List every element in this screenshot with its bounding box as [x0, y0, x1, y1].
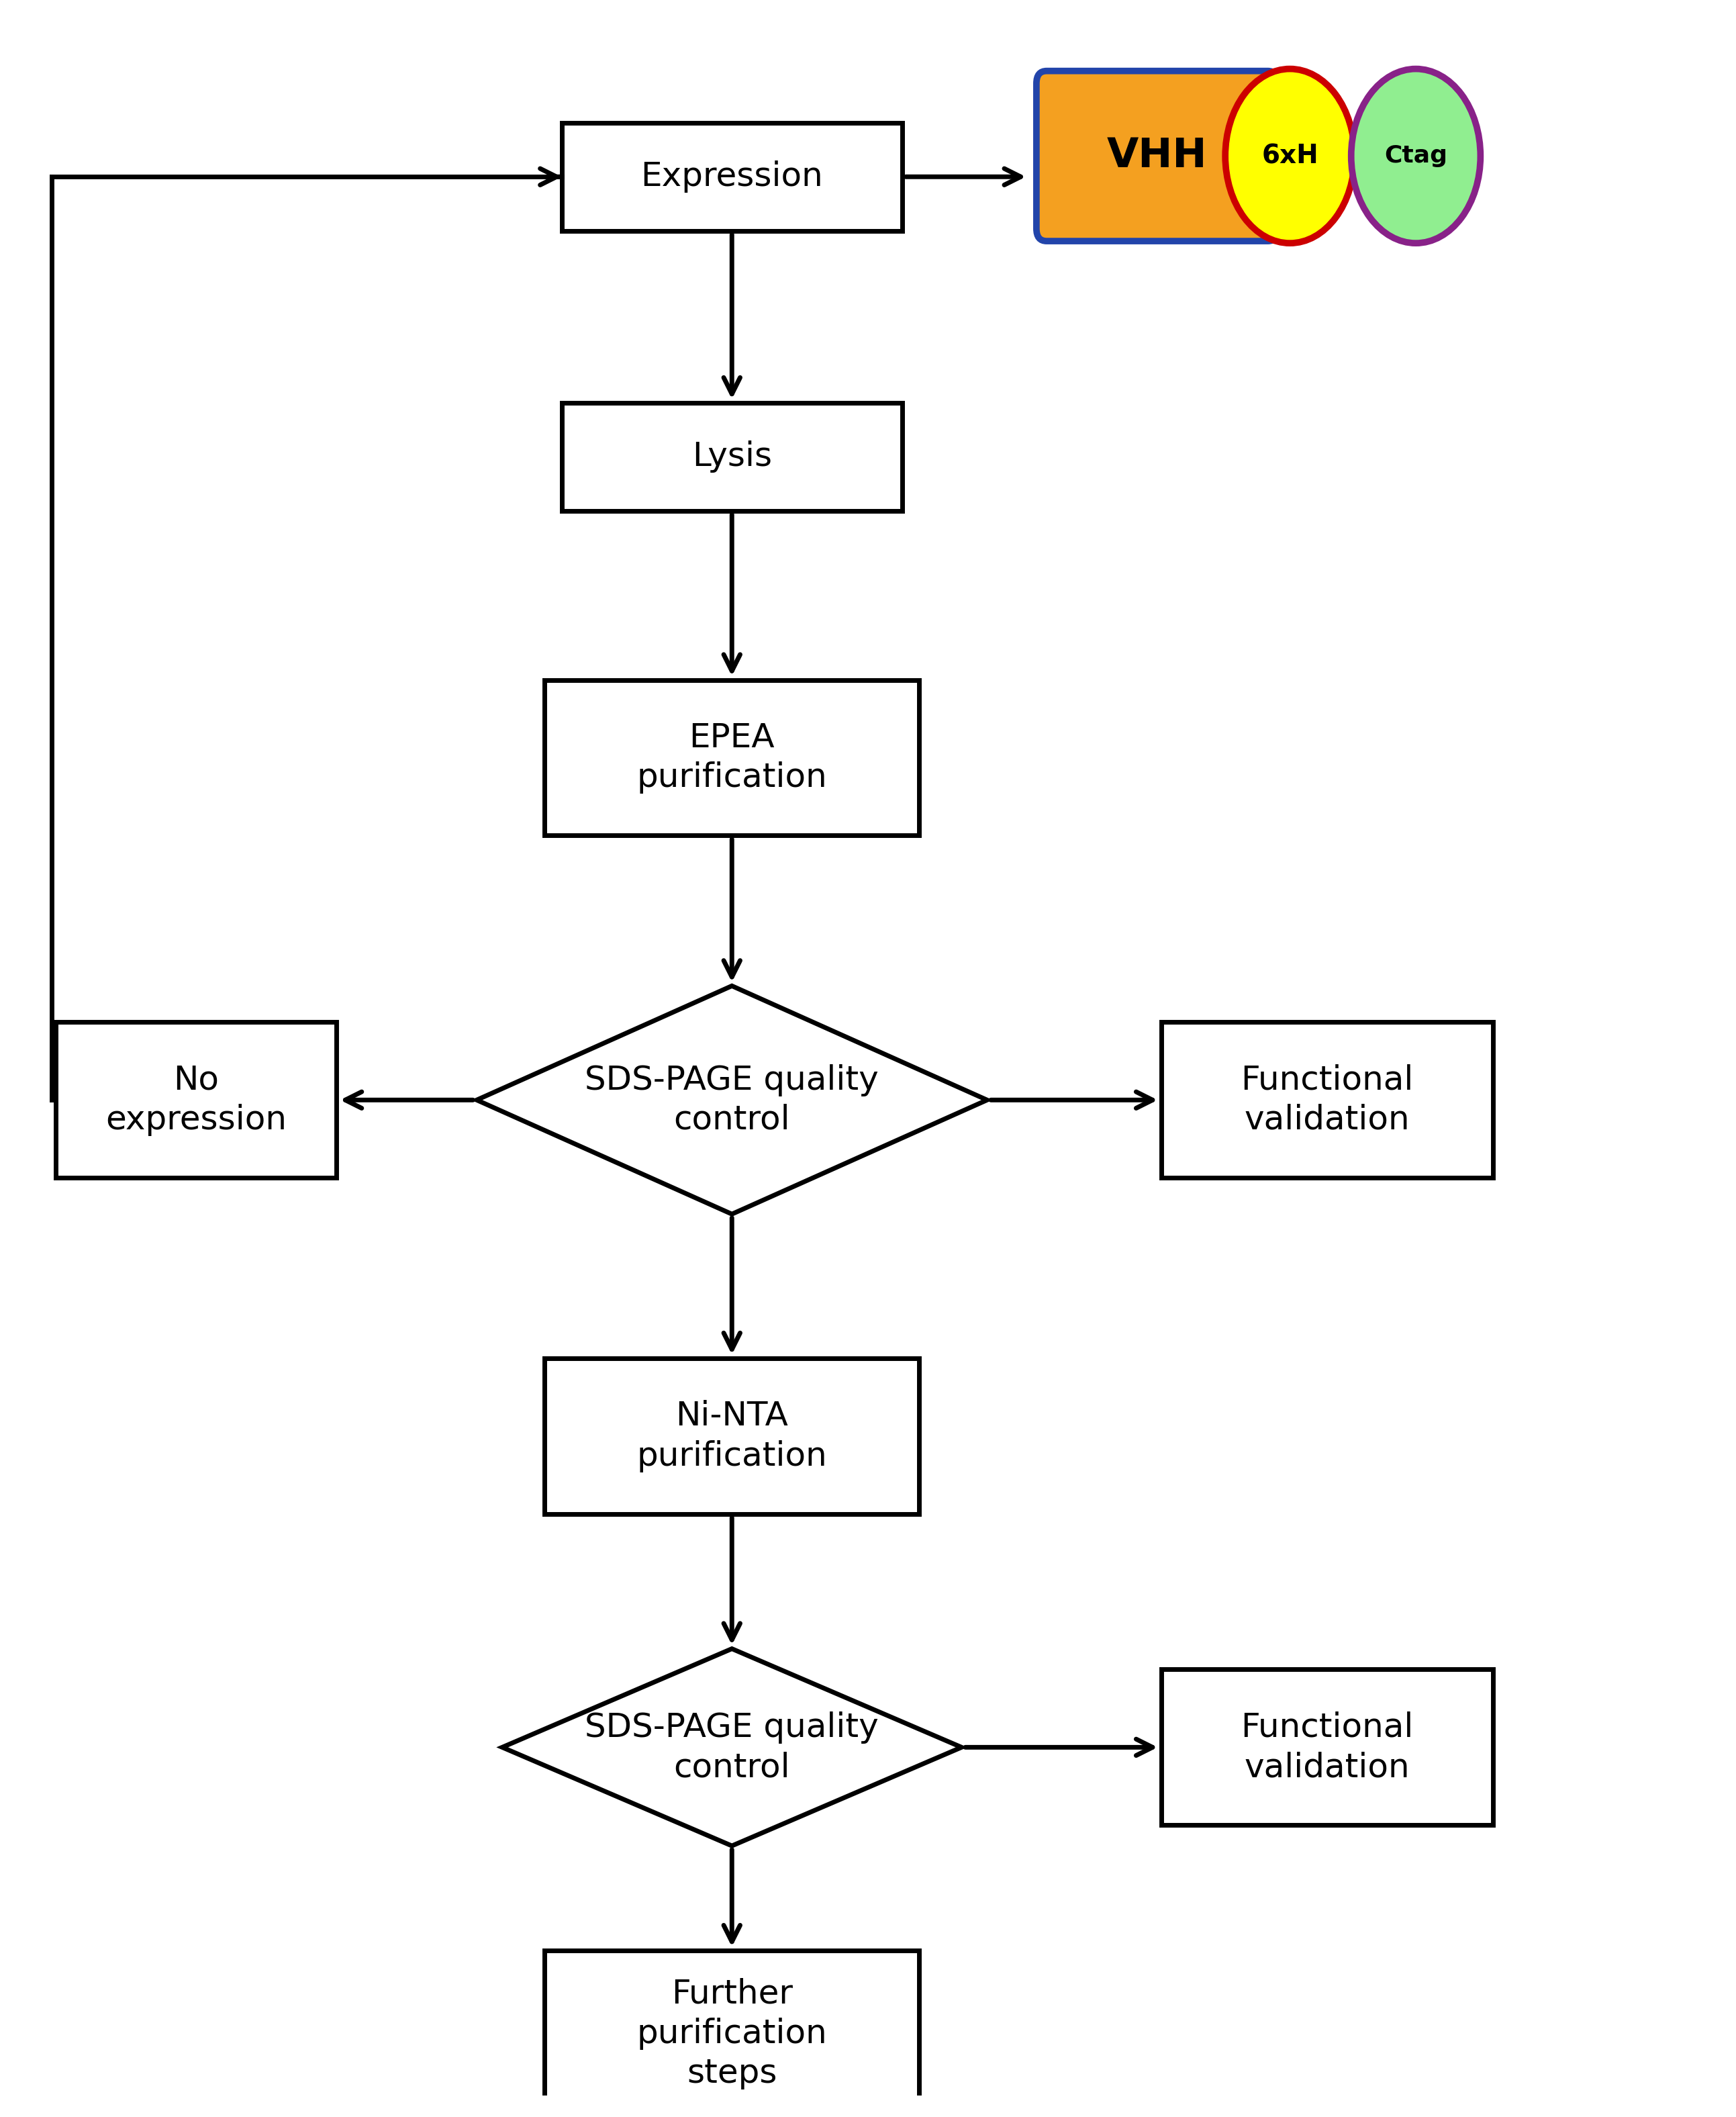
- Text: Ni-NTA
purification: Ni-NTA purification: [637, 1399, 826, 1471]
- Text: Expression: Expression: [641, 161, 823, 193]
- Ellipse shape: [1351, 70, 1481, 243]
- Text: Lysis: Lysis: [693, 440, 773, 472]
- Bar: [56, 1023, 337, 1177]
- Text: 6xH: 6xH: [1262, 144, 1318, 169]
- Text: EPEA
purification: EPEA purification: [637, 722, 826, 794]
- Text: Further
purification
steps: Further purification steps: [637, 1977, 826, 2089]
- FancyBboxPatch shape: [1036, 72, 1278, 241]
- Text: No
expression: No expression: [106, 1065, 286, 1137]
- Bar: [545, 1950, 918, 2117]
- Ellipse shape: [1226, 70, 1354, 243]
- Text: Functional
validation: Functional validation: [1241, 1711, 1413, 1783]
- Text: SDS-PAGE quality
control: SDS-PAGE quality control: [585, 1065, 878, 1137]
- Bar: [545, 1359, 918, 1514]
- Polygon shape: [502, 1649, 962, 1846]
- Bar: [1161, 1670, 1493, 1825]
- Polygon shape: [477, 987, 988, 1215]
- Bar: [562, 123, 903, 231]
- Text: VHH: VHH: [1108, 135, 1208, 176]
- Bar: [545, 680, 918, 836]
- Text: Ctag: Ctag: [1384, 144, 1448, 167]
- Text: SDS-PAGE quality
control: SDS-PAGE quality control: [585, 1711, 878, 1783]
- Bar: [562, 402, 903, 510]
- Text: Functional
validation: Functional validation: [1241, 1065, 1413, 1137]
- Bar: [1161, 1023, 1493, 1177]
